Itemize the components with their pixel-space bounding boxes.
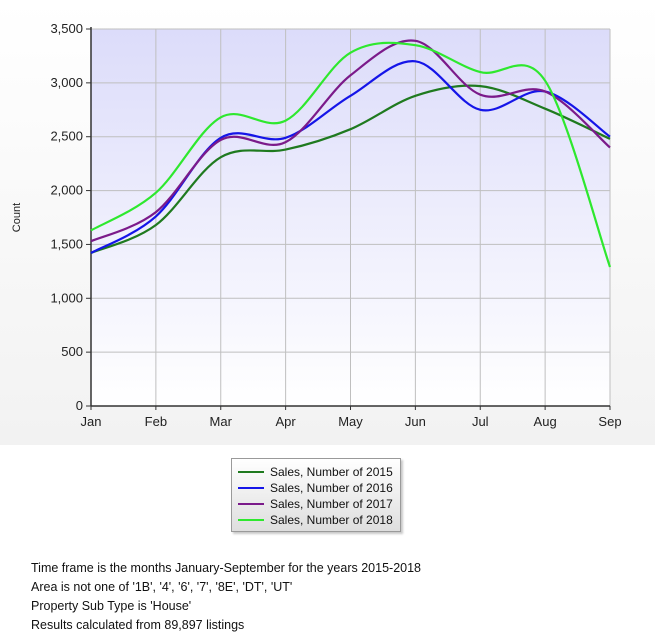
series-line-2 — [90, 39, 611, 243]
legend-swatch — [238, 503, 264, 505]
y-tick-label: 3,500 — [50, 21, 83, 36]
series-line-3 — [90, 41, 612, 268]
note-timeframe: Time frame is the months January-Septemb… — [31, 561, 422, 575]
x-tick-label: Aug — [534, 414, 557, 429]
legend-item: Sales, Number of 2017 — [238, 496, 400, 512]
note-results: Results calculated from 89,897 listings — [31, 618, 245, 632]
notes-block: Time frame is the months January-Septemb… — [31, 559, 421, 635]
legend-swatch — [238, 471, 264, 473]
y-tick-label: 0 — [76, 398, 83, 413]
legend: Sales, Number of 2015 Sales, Number of 20… — [231, 458, 401, 532]
legend-item: Sales, Number of 2016 — [238, 480, 400, 496]
x-tick-label: Jan — [81, 414, 102, 429]
x-tick-label: Feb — [145, 414, 167, 429]
legend-label: Sales, Number of 2016 — [270, 481, 393, 495]
x-tick-label: Jul — [472, 414, 489, 429]
y-tick-label: 2,500 — [50, 129, 83, 144]
note-property-type: Property Sub Type is 'House' — [31, 599, 192, 613]
series-lines — [90, 39, 612, 268]
y-tick-label: 1,000 — [50, 290, 83, 305]
legend-swatch — [238, 519, 264, 521]
legend-item: Sales, Number of 2018 — [238, 512, 400, 528]
x-tick-label: May — [338, 414, 363, 429]
y-tick-label: 3,000 — [50, 75, 83, 90]
x-tick-label: Mar — [210, 414, 233, 429]
chart-area: 0 500 1,000 1,500 2,000 2,500 3,000 3,500 Jan Feb… — [0, 0, 655, 445]
y-tick-label: 2,000 — [50, 183, 83, 198]
legend-label: Sales, Number of 2015 — [270, 465, 393, 479]
x-tick-label: Apr — [276, 414, 297, 429]
x-tick-label: Jun — [405, 414, 426, 429]
legend-label: Sales, Number of 2017 — [270, 497, 393, 511]
line-chart: 0 500 1,000 1,500 2,000 2,500 3,000 3,500 Jan Feb… — [11, 21, 622, 429]
y-axis-title: Count — [11, 203, 23, 232]
x-tick-label: Sep — [598, 414, 621, 429]
legend-item: Sales, Number of 2015 — [238, 464, 400, 480]
tick-labels: 0 500 1,000 1,500 2,000 2,500 3,000 3,500 Jan Feb… — [50, 21, 621, 429]
legend-label: Sales, Number of 2018 — [270, 513, 393, 527]
y-tick-label: 500 — [61, 344, 83, 359]
series-line-0 — [90, 84, 611, 255]
legend-swatch — [238, 487, 264, 489]
note-area: Area is not one of '1B', '4', '6', '7', … — [31, 580, 293, 594]
y-tick-label: 1,500 — [50, 236, 83, 251]
series-line-1 — [90, 60, 611, 254]
